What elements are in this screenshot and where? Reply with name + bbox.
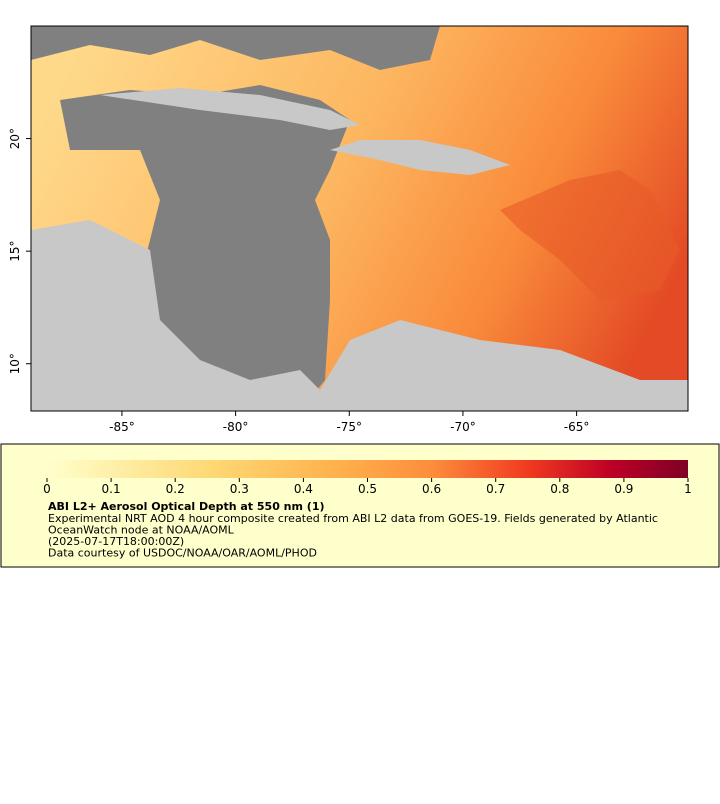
y-tick-label: 15° bbox=[8, 241, 22, 262]
map-frame bbox=[30, 25, 689, 412]
y-tick-label: 10° bbox=[8, 353, 22, 374]
y-tick-label: 20° bbox=[8, 128, 22, 149]
colorbar-tick-label: 0.2 bbox=[166, 482, 185, 496]
x-tick-label: -85° bbox=[109, 420, 135, 434]
colorbar-tick-label: 0.7 bbox=[486, 482, 505, 496]
caption-line: Experimental NRT AOD 4 hour composite cr… bbox=[48, 512, 658, 525]
x-tick-label: -65° bbox=[564, 420, 590, 434]
caption-line: OceanWatch node at NOAA/AOML bbox=[48, 524, 235, 537]
colorbar-tick-label: 0.8 bbox=[550, 482, 569, 496]
colorbar-tick-label: 0.5 bbox=[358, 482, 377, 496]
x-tick-label: -80° bbox=[223, 420, 249, 434]
map-image bbox=[31, 26, 688, 411]
x-tick-label: -75° bbox=[336, 420, 362, 434]
x-tick-label: -70° bbox=[450, 420, 476, 434]
colorbar-tick-label: 0.3 bbox=[230, 482, 249, 496]
colorbar bbox=[47, 460, 688, 478]
colorbar-tick-label: 0.4 bbox=[294, 482, 313, 496]
colorbar-tick-label: 0 bbox=[43, 482, 51, 496]
caption-title: ABI L2+ Aerosol Optical Depth at 550 nm … bbox=[48, 500, 325, 513]
colorbar-tick-label: 0.1 bbox=[102, 482, 121, 496]
caption-line: Data courtesy of USDOC/NOAA/OAR/AOML/PHO… bbox=[48, 547, 317, 560]
caption-line: (2025-07-17T18:00:00Z) bbox=[48, 535, 184, 548]
colorbar-tick-label: 0.9 bbox=[614, 482, 633, 496]
colorbar-tick-label: 0.6 bbox=[422, 482, 441, 496]
colorbar-tick-label: 1 bbox=[684, 482, 692, 496]
